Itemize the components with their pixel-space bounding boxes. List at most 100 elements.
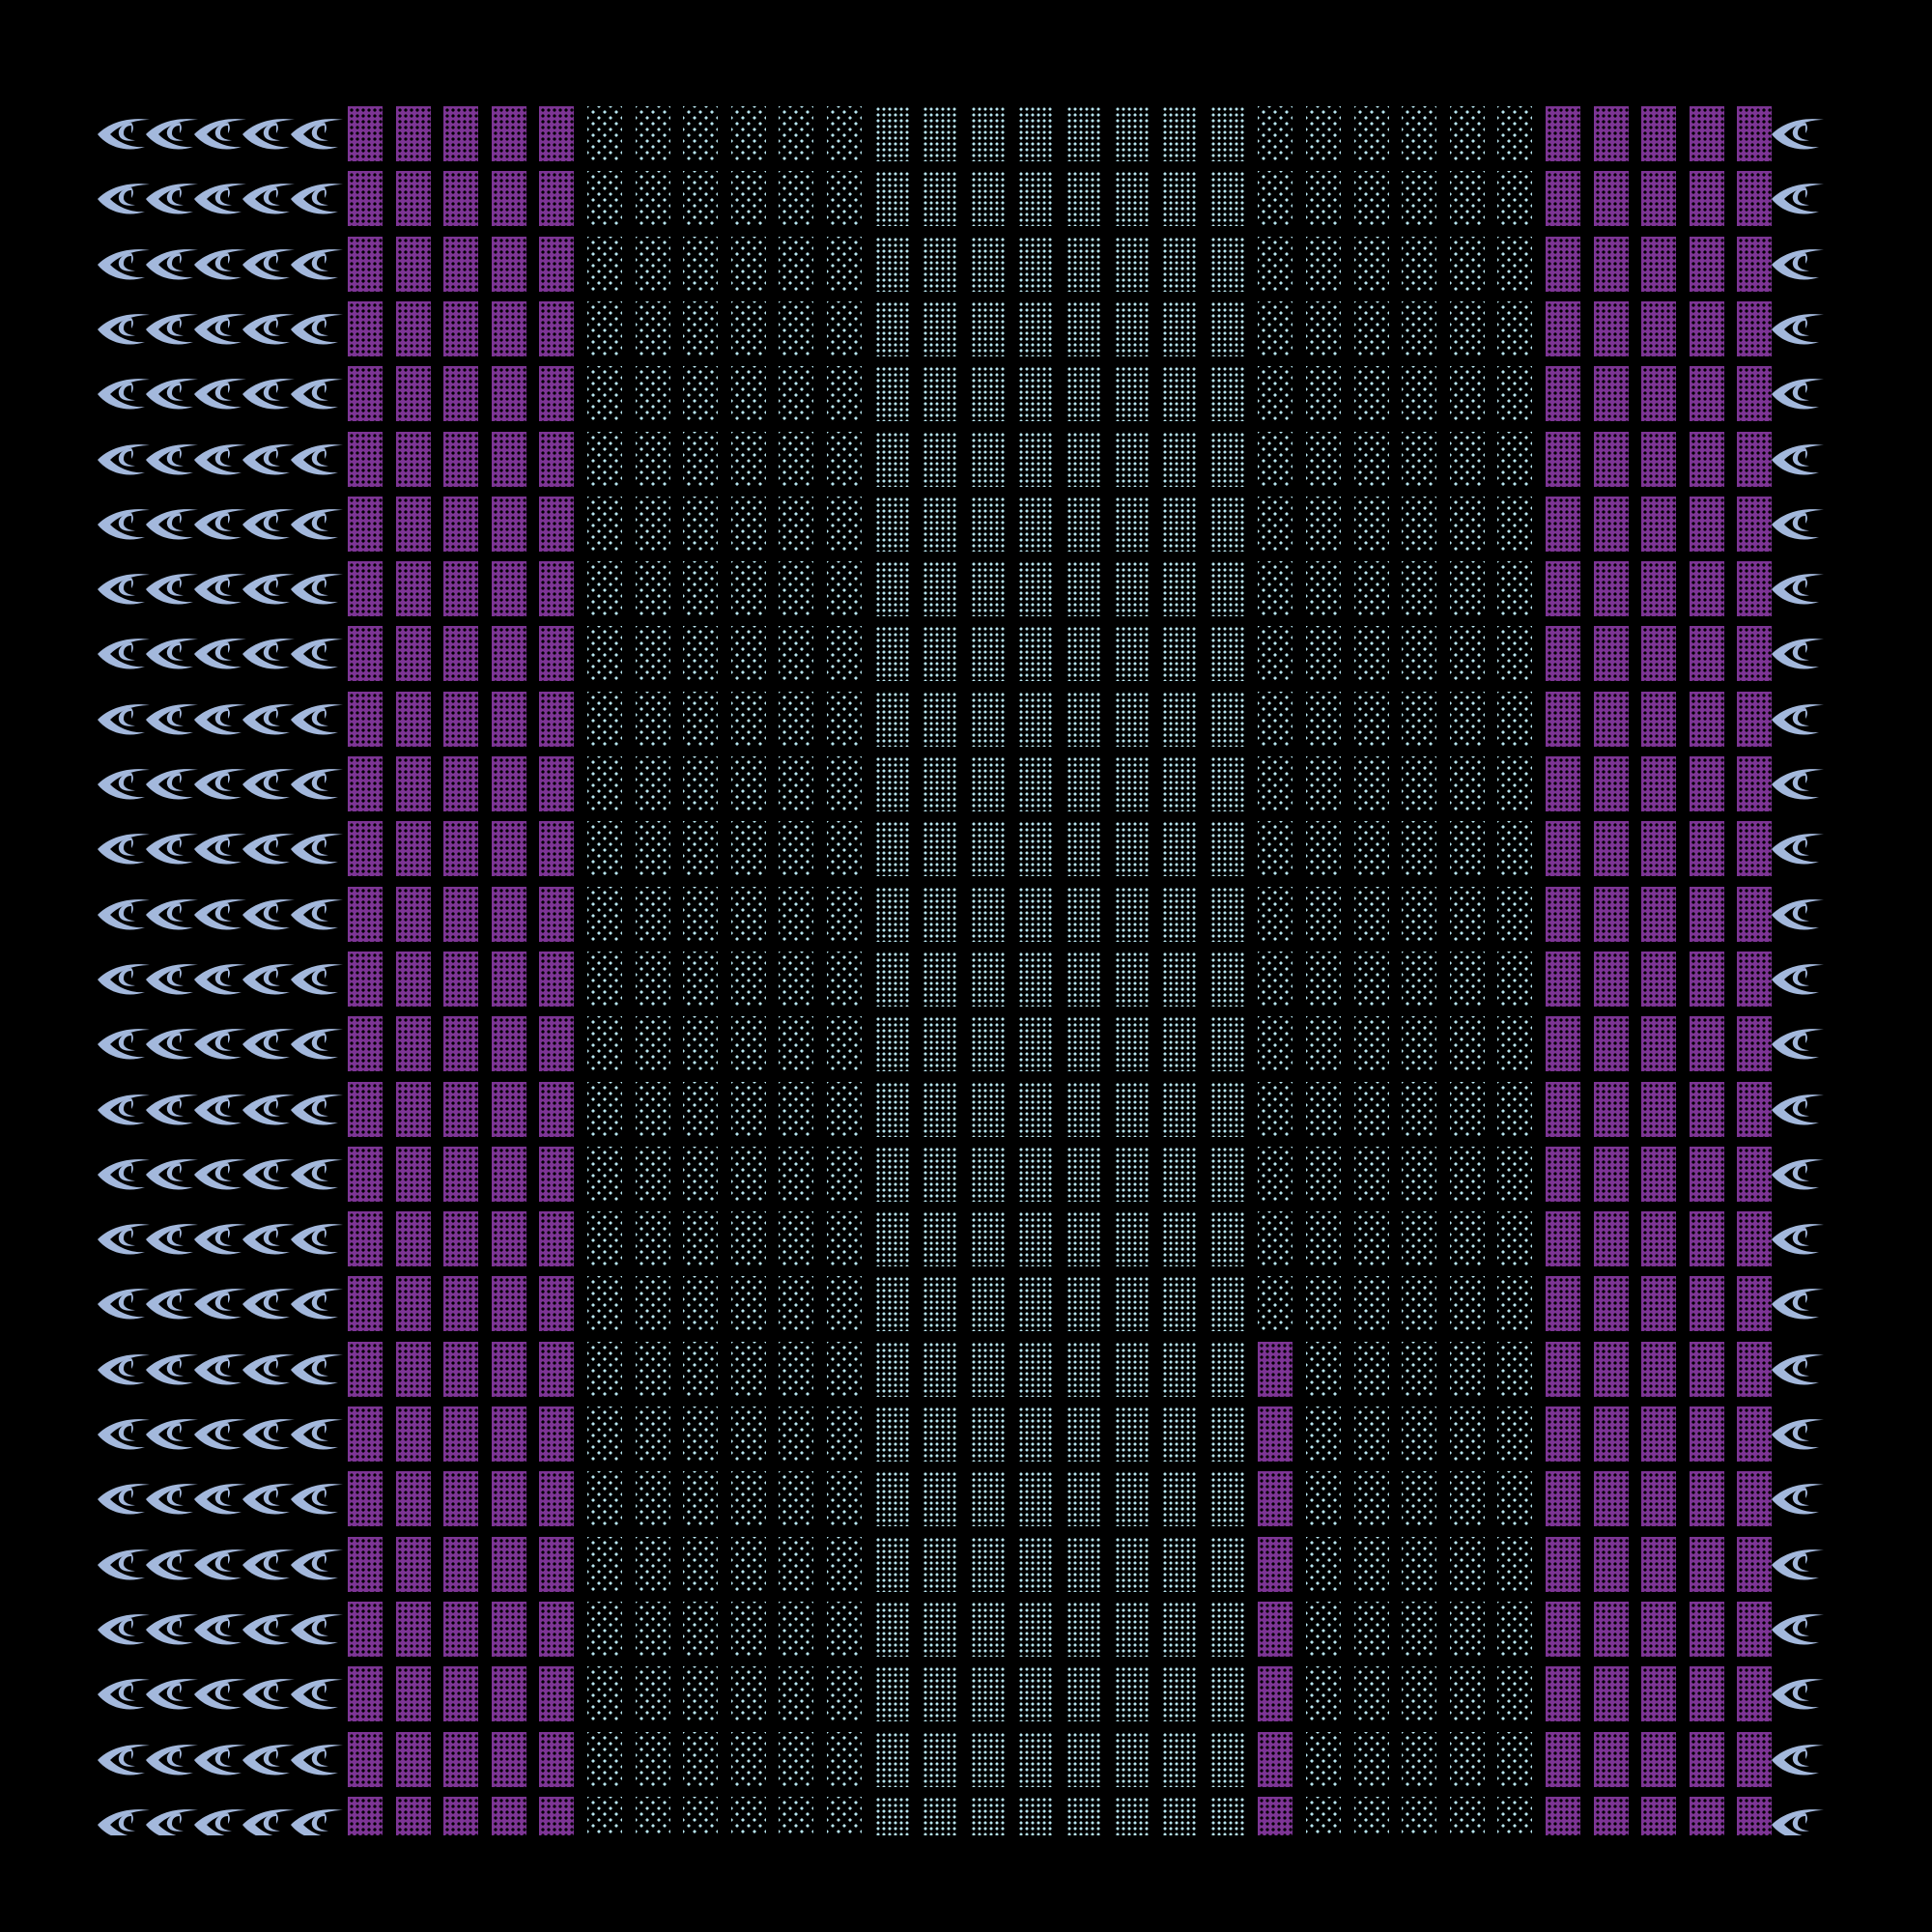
purple-block xyxy=(1641,1471,1677,1527)
eye-icon xyxy=(145,114,199,153)
sparse-block xyxy=(827,236,862,292)
eye-icon xyxy=(242,1414,296,1453)
dense-block xyxy=(1162,1666,1198,1722)
sparse-block xyxy=(1449,1601,1485,1657)
sparse-block xyxy=(1449,106,1485,161)
dense-block xyxy=(1162,821,1198,877)
dense-block xyxy=(1066,431,1101,487)
dense-block xyxy=(923,1601,958,1657)
purple-block xyxy=(1689,1471,1724,1527)
purple-block xyxy=(1641,1796,1677,1835)
sparse-block xyxy=(1353,1731,1389,1787)
dense-block xyxy=(1114,1211,1150,1267)
sparse-block xyxy=(1497,821,1533,877)
sparse-block xyxy=(683,496,719,552)
sparse-block xyxy=(1258,561,1293,617)
sparse-block xyxy=(1258,1146,1293,1202)
purple-block xyxy=(1593,561,1629,617)
sparse-block xyxy=(587,1601,622,1657)
sparse-block xyxy=(779,171,814,227)
dense-block xyxy=(1018,1731,1054,1787)
dense-block xyxy=(1018,106,1054,161)
dense-block xyxy=(923,236,958,292)
purple-block xyxy=(443,1471,479,1527)
sparse-block xyxy=(779,691,814,747)
dense-block xyxy=(1114,1146,1150,1202)
purple-block xyxy=(443,1796,479,1835)
sparse-block xyxy=(587,1796,622,1835)
sparse-block xyxy=(1353,691,1389,747)
eye-icon xyxy=(97,374,151,412)
eye-icon xyxy=(290,1090,344,1128)
purple-block xyxy=(491,1796,526,1835)
dense-block xyxy=(970,1471,1006,1527)
sparse-block xyxy=(730,1796,766,1835)
eye-icon xyxy=(1771,1479,1825,1518)
purple-block xyxy=(395,236,431,292)
sparse-block xyxy=(1353,1341,1389,1397)
sparse-block xyxy=(1449,1666,1485,1722)
purple-block xyxy=(348,561,383,617)
sparse-block xyxy=(1353,1081,1389,1137)
dense-block xyxy=(970,561,1006,617)
dense-block xyxy=(1114,300,1150,356)
purple-block xyxy=(491,366,526,422)
purple-block xyxy=(1593,1731,1629,1787)
eye-icon xyxy=(242,440,296,478)
dense-block xyxy=(874,1471,910,1527)
dense-block xyxy=(874,756,910,811)
purple-block xyxy=(395,1146,431,1202)
purple-block xyxy=(491,496,526,552)
sparse-block xyxy=(1497,1406,1533,1462)
dense-block xyxy=(1209,886,1245,942)
dense-block xyxy=(1018,1081,1054,1137)
purple-block xyxy=(539,1146,575,1202)
sparse-block xyxy=(587,236,622,292)
sparse-block xyxy=(1449,821,1485,877)
purple-block xyxy=(539,1016,575,1072)
sparse-block xyxy=(730,1016,766,1072)
dense-block xyxy=(874,1536,910,1592)
sparse-block xyxy=(1306,236,1341,292)
purple-block xyxy=(1593,756,1629,811)
dense-block xyxy=(1018,1146,1054,1202)
dense-block xyxy=(874,1081,910,1137)
purple-block xyxy=(1546,561,1580,617)
dense-block xyxy=(1209,821,1245,877)
purple-block xyxy=(1689,431,1724,487)
sparse-block xyxy=(1306,496,1341,552)
dense-block xyxy=(1209,1406,1245,1462)
dense-block xyxy=(1066,236,1101,292)
sparse-block xyxy=(730,886,766,942)
dense-block xyxy=(923,1731,958,1787)
sparse-block xyxy=(827,1341,862,1397)
eye-icon xyxy=(193,1545,247,1583)
sparse-block xyxy=(683,1471,719,1527)
eye-icon xyxy=(1771,1414,1825,1453)
purple-block xyxy=(395,106,431,161)
sparse-block xyxy=(779,236,814,292)
dense-block xyxy=(970,431,1006,487)
purple-block xyxy=(539,1731,575,1787)
eye-icon xyxy=(1771,1350,1825,1388)
purple-block xyxy=(1593,1796,1629,1835)
sparse-block xyxy=(779,821,814,877)
sparse-block xyxy=(1402,236,1437,292)
sparse-block xyxy=(587,951,622,1007)
dense-block xyxy=(1209,431,1245,487)
dense-block xyxy=(1114,1341,1150,1397)
sparse-block xyxy=(779,1211,814,1267)
sparse-block xyxy=(730,561,766,617)
sparse-block xyxy=(1258,1016,1293,1072)
dense-block xyxy=(1018,1666,1054,1722)
purple-block xyxy=(348,1406,383,1462)
purple-block xyxy=(348,1146,383,1202)
purple-block xyxy=(1546,1406,1580,1462)
dense-block xyxy=(1018,1341,1054,1397)
dense-block xyxy=(923,691,958,747)
sparse-block xyxy=(730,1211,766,1267)
purple-block xyxy=(539,1536,575,1592)
purple-block xyxy=(443,1536,479,1592)
dense-block xyxy=(874,561,910,617)
dense-block xyxy=(1066,1341,1101,1397)
